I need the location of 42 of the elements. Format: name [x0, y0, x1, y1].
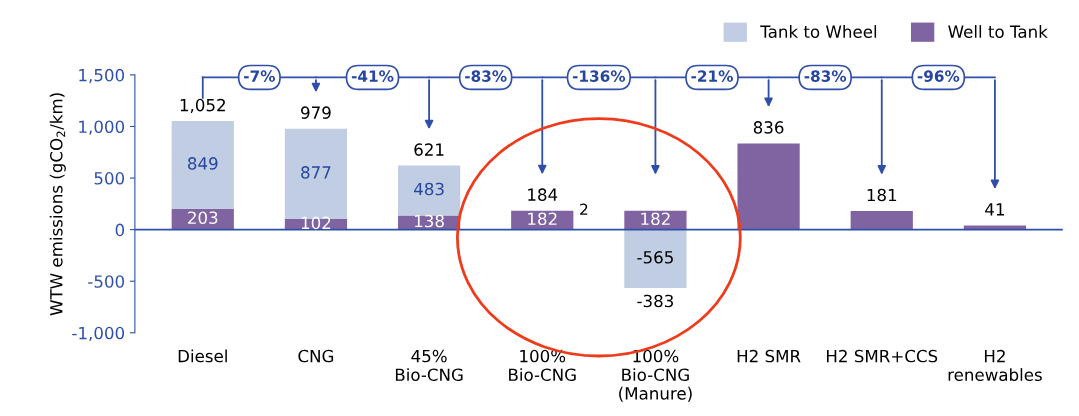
- y-tick-label: 1,500: [79, 68, 125, 84]
- x-tick-label: H2 renewables: [948, 349, 1042, 382]
- data-label: 2: [580, 203, 588, 215]
- annotation: -136%: [572, 70, 626, 82]
- data-label: 877: [301, 166, 331, 179]
- total-label: 181: [867, 188, 897, 202]
- legend-label: Well to Tank: [948, 25, 1048, 38]
- y-axis-title: WTW emissions (gCO$_{2}$/km): [49, 93, 66, 316]
- x-tick-label: 100% Bio-CNG: [509, 349, 576, 382]
- annotation: -83%: [465, 70, 507, 82]
- x-tick-label: Diesel: [178, 349, 227, 363]
- total-label: 41: [985, 203, 1004, 216]
- data-label: 203: [188, 211, 218, 224]
- annotation: -96%: [917, 70, 960, 82]
- data-label: 138: [415, 214, 444, 228]
- total-label: 621: [414, 143, 444, 156]
- data-label: 102: [301, 216, 331, 230]
- y-tick-label: 1,000: [79, 120, 125, 135]
- total-label: 184: [528, 188, 558, 201]
- data-label: -565: [637, 251, 673, 264]
- x-tick-label: 45% Bio-CNG: [395, 349, 463, 382]
- x-tick-label: H2 SMR+CCS: [826, 349, 938, 363]
- legend-label: Tank to Wheel: [760, 25, 877, 38]
- data-label: 483: [414, 182, 444, 196]
- data-label: 182: [528, 212, 557, 226]
- x-tick-label: CNG: [298, 349, 334, 363]
- total-label: 1,052: [180, 98, 225, 114]
- x-tick-label: H2 SMR: [737, 349, 801, 363]
- data-label: 849: [188, 157, 218, 170]
- y-tick-label: 500: [94, 172, 125, 185]
- annotation: -41%: [351, 70, 394, 82]
- annotation: -7%: [244, 70, 276, 82]
- x-tick-label: 100% Bio-CNG (Manure): [619, 349, 692, 402]
- annotation: -21%: [691, 70, 733, 82]
- y-tick-label: 0: [115, 223, 125, 237]
- total-label: 979: [301, 106, 331, 119]
- total-label: -383: [637, 294, 673, 308]
- data-label: 182: [641, 212, 670, 226]
- annotation: -83%: [804, 70, 847, 82]
- y-tick-label: -500: [88, 275, 125, 288]
- y-tick-label: -1,000: [72, 326, 125, 342]
- total-label: 836: [753, 121, 784, 134]
